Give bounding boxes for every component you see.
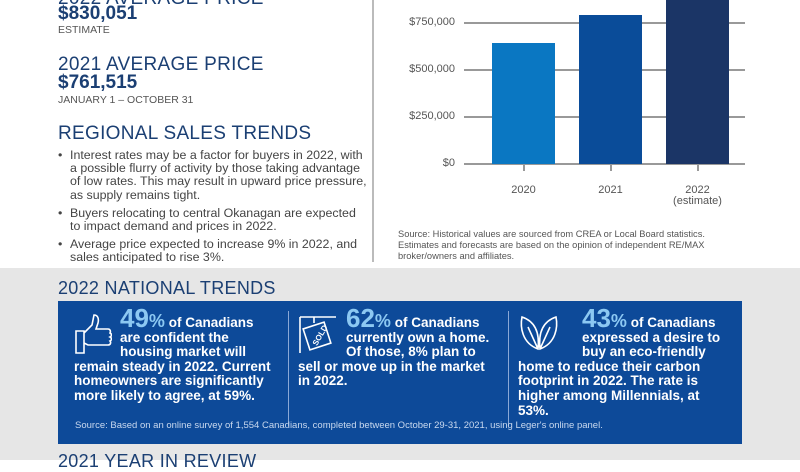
thumbs-up-icon bbox=[75, 314, 112, 354]
separator bbox=[288, 311, 289, 426]
regional-bullets: Interest rates may be a factor for buyer… bbox=[58, 148, 368, 270]
price-bar-chart: $0 $250,000 $500,000 $750,000 2020 2021 2022 (e… bbox=[380, 0, 800, 230]
trend-text: of Canadians expressed a desire to buy a… bbox=[518, 315, 721, 418]
price-2021-note: JANUARY 1 – OCTOBER 31 bbox=[58, 94, 194, 106]
national-trends-box: 49% of Canadians are confident the housi… bbox=[58, 301, 742, 444]
sold-sign-icon: SOLD bbox=[299, 316, 336, 353]
chart-source: Source: Historical values are sourced fr… bbox=[398, 229, 705, 261]
price-2021-heading: 2021 AVERAGE PRICE bbox=[58, 54, 264, 75]
price-2021-value: $761,515 bbox=[58, 72, 138, 93]
pct-sign: % bbox=[374, 311, 391, 331]
bullet: Average price expected to increase 9% in… bbox=[58, 238, 368, 265]
x-tick-mark bbox=[696, 165, 699, 171]
pct-sign: % bbox=[610, 311, 627, 331]
price-2022-value: $830,051 bbox=[58, 3, 138, 24]
price-2022-heading: 2022 AVERAGE PRICE bbox=[58, 0, 264, 10]
price-2022-note: ESTIMATE bbox=[58, 24, 110, 36]
bar-2021 bbox=[579, 15, 642, 164]
trend-item-2: SOLD 62% of Canadians currently own a ho… bbox=[298, 305, 498, 389]
pct-sign: % bbox=[148, 311, 165, 331]
y-tick-label: $0 bbox=[442, 157, 455, 169]
bar-2022 bbox=[666, 0, 729, 164]
x-tick-label: 2021 bbox=[598, 184, 623, 196]
trend-text: of Canadians currently own a home. Of th… bbox=[298, 315, 490, 389]
bar-2020 bbox=[492, 42, 555, 164]
bullet: Interest rates may be a factor for buyer… bbox=[58, 148, 368, 202]
national-heading: 2022 NATIONAL TRENDS bbox=[58, 278, 276, 298]
bullet: Buyers relocating to central Okanagan ar… bbox=[58, 206, 368, 233]
x-tick-label: 2022 (estimate) bbox=[673, 184, 722, 207]
year-review-heading: 2021 YEAR IN REVIEW bbox=[58, 451, 257, 471]
y-tick-label: $250,000 bbox=[409, 110, 455, 122]
leaves-icon bbox=[520, 315, 558, 351]
regional-heading: REGIONAL SALES TRENDS bbox=[58, 123, 312, 144]
gridline bbox=[464, 163, 745, 165]
column-divider bbox=[372, 0, 374, 262]
x-tick-mark bbox=[609, 165, 612, 171]
separator bbox=[508, 311, 509, 426]
national-source: Source: Based on an online survey of 1,5… bbox=[75, 420, 603, 431]
trend-item-3: 43% of Canadians expressed a desire to b… bbox=[518, 305, 723, 418]
x-tick-mark bbox=[522, 165, 525, 171]
y-tick-label: $500,000 bbox=[409, 63, 455, 75]
trend-pct: 49 bbox=[120, 303, 149, 333]
x-tick-label: 2020 bbox=[511, 184, 536, 196]
y-tick-label: $750,000 bbox=[409, 16, 455, 28]
trend-item-1: 49% of Canadians are confident the housi… bbox=[74, 305, 274, 404]
trend-pct: 62 bbox=[346, 303, 375, 333]
trend-text: of Canadians are confident the housing m… bbox=[74, 315, 271, 403]
trend-pct: 43 bbox=[582, 303, 611, 333]
